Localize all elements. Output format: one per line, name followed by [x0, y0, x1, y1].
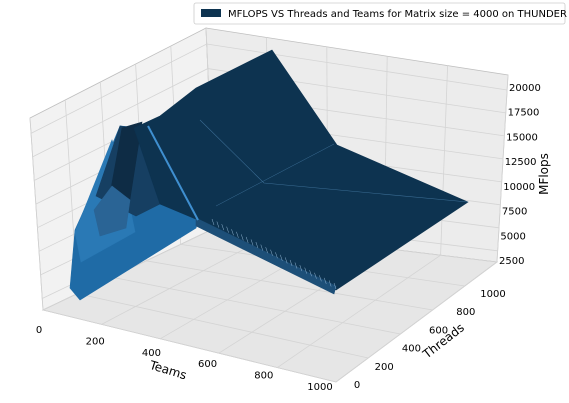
z-axis-label: MFlops [537, 153, 551, 195]
x-axis-label: Teams [147, 358, 188, 383]
legend-swatch [201, 9, 221, 17]
edge-stripe [250, 239, 254, 246]
surface [69, 49, 469, 301]
z-tick-labels: 2500 5000 7500 10000 12500 15000 17500 20000 [499, 83, 541, 267]
edge-stripe [236, 231, 239, 238]
grid-line-y [42, 309, 337, 383]
grid-line-x [101, 234, 272, 325]
y-tick-labels: 0 200 400 600 800 1000 [354, 289, 506, 391]
y-tick-label: 200 [375, 362, 394, 373]
edge-stripe [328, 280, 332, 287]
grid-line-x [277, 254, 441, 368]
z-tick-label: 10000 [503, 182, 535, 193]
z-tick-label: 2500 [499, 256, 524, 267]
y-tick-label: 1000 [480, 289, 505, 300]
x-tick-label: 200 [86, 336, 105, 347]
edge-stripe [280, 254, 283, 261]
legend-box [193, 2, 566, 25]
surface-edge-line [215, 143, 335, 207]
x-tick-label: 800 [254, 371, 273, 382]
edge-stripe [226, 226, 229, 233]
edge-stripe [294, 262, 298, 269]
y-tick-label: 600 [429, 325, 448, 336]
edge-stripe [319, 275, 322, 282]
grid-line-z [32, 68, 506, 158]
edge-stripe [221, 224, 224, 231]
legend: MFLOPS VS Threads and Teams for Matrix s… [193, 2, 567, 25]
edge-stripe [216, 221, 220, 228]
edge-stripe [284, 257, 288, 264]
edge-stripe [255, 241, 259, 249]
edge-stripe [265, 247, 268, 254]
edge-stripe [211, 218, 215, 226]
surface-notch-face [93, 185, 131, 237]
edge-stripe [289, 259, 293, 267]
grid-line-y [77, 293, 369, 359]
x-tick-label: 400 [142, 348, 161, 359]
edge-stripe [241, 234, 244, 241]
grid-line-y-vertical [29, 117, 44, 311]
edge-stripe [245, 236, 249, 243]
surface-edge-stripes [211, 218, 337, 290]
y-tick-label: 400 [402, 344, 421, 355]
z-tick-label: 17500 [508, 108, 540, 119]
edge-stripe [304, 267, 307, 274]
grid-line-x-vertical [440, 65, 448, 256]
legend-label: MFLOPS VS Threads and Teams for Matrix s… [228, 9, 567, 20]
edge-stripe [260, 244, 264, 251]
surface-front-band [195, 217, 337, 295]
edge-stripe [270, 249, 273, 256]
x-tick-labels: 0 200 400 600 800 1000 [36, 325, 333, 393]
edge-stripe [333, 282, 337, 290]
edge-stripe [309, 270, 312, 277]
y-tick-label: 800 [456, 307, 475, 318]
edge-stripe [324, 277, 327, 284]
surface-highlight-edge [147, 125, 199, 221]
x-tick-label: 600 [198, 359, 217, 370]
edge-stripe [231, 229, 234, 236]
grid-line-y [146, 260, 433, 311]
edge-stripe [314, 272, 317, 279]
edge-stripe [275, 252, 278, 259]
z-tick-label: 7500 [502, 207, 527, 218]
y-tick-label: 0 [354, 380, 360, 391]
z-tick-label: 15000 [506, 132, 538, 143]
grid-line-x [335, 261, 498, 383]
grid-line-z [30, 43, 508, 134]
z-tick-label: 5000 [500, 231, 525, 242]
surface-edge-line [199, 119, 469, 203]
edge-stripe [299, 265, 303, 272]
z-tick-label: 12500 [505, 157, 537, 168]
z-tick-label: 20000 [509, 83, 541, 94]
grid-line-x-vertical [496, 74, 509, 263]
x-tick-label: 1000 [307, 382, 332, 393]
grid-line-y [111, 276, 401, 335]
x-tick-label: 0 [36, 325, 42, 336]
